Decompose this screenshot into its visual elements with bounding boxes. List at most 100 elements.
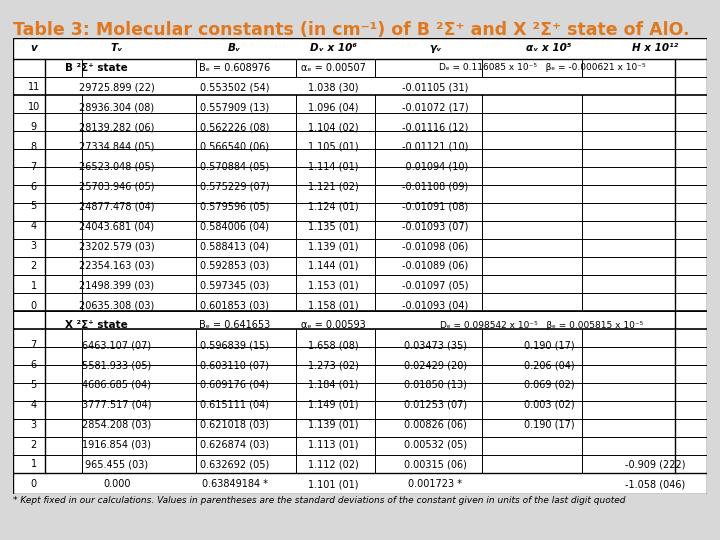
Text: 11: 11 xyxy=(27,83,40,92)
Text: 1.114 (01): 1.114 (01) xyxy=(307,162,359,172)
Text: 1.105 (01): 1.105 (01) xyxy=(307,142,359,152)
Text: -0.01091 (08): -0.01091 (08) xyxy=(402,201,469,212)
Text: 20635.308 (03): 20635.308 (03) xyxy=(79,301,155,310)
Text: αₑ = 0.00507: αₑ = 0.00507 xyxy=(300,63,366,72)
Text: 1: 1 xyxy=(30,281,37,291)
Text: Bᵥ: Bᵥ xyxy=(228,43,241,53)
Text: -0.01093 (04): -0.01093 (04) xyxy=(402,301,469,310)
Text: Table 3: Molecular constants (in cm⁻¹) of B ²Σ⁺ and X ²Σ⁺ state of AlO.: Table 3: Molecular constants (in cm⁻¹) o… xyxy=(13,21,690,38)
Text: 23202.579 (03): 23202.579 (03) xyxy=(79,241,155,251)
Text: 0.562226 (08): 0.562226 (08) xyxy=(200,122,269,132)
Text: Bₑ = 0.641653: Bₑ = 0.641653 xyxy=(199,320,270,330)
Text: 1.104 (02): 1.104 (02) xyxy=(307,122,359,132)
Text: H x 10¹²: H x 10¹² xyxy=(632,43,678,53)
Text: 0.601853 (03): 0.601853 (03) xyxy=(200,301,269,310)
Text: 0.592853 (03): 0.592853 (03) xyxy=(200,261,269,271)
Text: 1.139 (01): 1.139 (01) xyxy=(307,241,359,251)
Text: -0.909 (222): -0.909 (222) xyxy=(625,460,685,469)
Text: 2: 2 xyxy=(30,440,37,449)
Text: 5581.933 (05): 5581.933 (05) xyxy=(82,360,152,370)
Text: 0.615111 (04): 0.615111 (04) xyxy=(200,400,269,410)
Text: 4: 4 xyxy=(30,221,37,231)
Text: Tᵥ: Tᵥ xyxy=(111,43,123,53)
Text: 0.00826 (06): 0.00826 (06) xyxy=(404,420,467,430)
Text: 24877.478 (04): 24877.478 (04) xyxy=(79,201,155,212)
Text: 6: 6 xyxy=(30,360,37,370)
Text: X ²Σ⁺ state: X ²Σ⁺ state xyxy=(65,320,127,330)
Text: 1.113 (01): 1.113 (01) xyxy=(307,440,359,449)
Text: 7: 7 xyxy=(30,340,37,350)
Text: 3: 3 xyxy=(30,241,37,251)
Text: -0.01116 (12): -0.01116 (12) xyxy=(402,122,469,132)
Text: 25703.946 (05): 25703.946 (05) xyxy=(79,181,155,192)
Text: 21498.399 (03): 21498.399 (03) xyxy=(79,281,155,291)
Text: -1.058 (046): -1.058 (046) xyxy=(625,479,685,489)
Text: -0.01108 (09): -0.01108 (09) xyxy=(402,181,469,192)
Text: 0.03473 (35): 0.03473 (35) xyxy=(404,340,467,350)
Text: 0.632692 (05): 0.632692 (05) xyxy=(200,460,269,469)
Text: 1.139 (01): 1.139 (01) xyxy=(307,420,359,430)
Text: Bₑ = 0.608976: Bₑ = 0.608976 xyxy=(199,63,270,72)
Text: 1: 1 xyxy=(30,460,37,469)
Text: 28139.282 (06): 28139.282 (06) xyxy=(79,122,155,132)
Text: 2: 2 xyxy=(30,261,37,271)
Text: 0: 0 xyxy=(30,479,37,489)
Text: 4686.685 (04): 4686.685 (04) xyxy=(83,380,151,390)
Text: 0.566540 (06): 0.566540 (06) xyxy=(200,142,269,152)
Text: 10: 10 xyxy=(27,102,40,112)
Text: 0.553502 (54): 0.553502 (54) xyxy=(199,83,269,92)
Text: -0.01093 (07): -0.01093 (07) xyxy=(402,221,469,231)
Text: * Kept fixed in our calculations. Values in parentheses are the standard deviati: * Kept fixed in our calculations. Values… xyxy=(13,496,626,505)
Text: 3777.517 (04): 3777.517 (04) xyxy=(82,400,152,410)
Text: 0.02429 (20): 0.02429 (20) xyxy=(404,360,467,370)
Text: 1.135 (01): 1.135 (01) xyxy=(307,221,359,231)
Text: 9: 9 xyxy=(30,122,37,132)
Text: 7: 7 xyxy=(30,162,37,172)
Text: 0.190 (17): 0.190 (17) xyxy=(523,340,575,350)
Text: Dₑ = 0.098542 x 10⁻⁵   βₑ = 0.005815 x 10⁻⁵: Dₑ = 0.098542 x 10⁻⁵ βₑ = 0.005815 x 10⁻… xyxy=(440,321,644,330)
Text: -0.01089 (06): -0.01089 (06) xyxy=(402,261,469,271)
Text: 0.00532 (05): 0.00532 (05) xyxy=(404,440,467,449)
Text: 0.63849184 *: 0.63849184 * xyxy=(202,479,268,489)
Text: 27334.844 (05): 27334.844 (05) xyxy=(79,142,155,152)
Text: 26523.048 (05): 26523.048 (05) xyxy=(79,162,155,172)
Text: -0.01121 (10): -0.01121 (10) xyxy=(402,142,469,152)
Text: 28936.304 (08): 28936.304 (08) xyxy=(79,102,155,112)
Text: αᵥ x 10⁵: αᵥ x 10⁵ xyxy=(526,43,572,53)
Text: 0.190 (17): 0.190 (17) xyxy=(523,420,575,430)
Text: 0.621018 (03): 0.621018 (03) xyxy=(200,420,269,430)
Text: 29725.899 (22): 29725.899 (22) xyxy=(79,83,155,92)
Text: B ²Σ⁺ state: B ²Σ⁺ state xyxy=(65,63,127,72)
Text: v: v xyxy=(30,43,37,53)
Text: 0: 0 xyxy=(30,301,37,310)
Text: 0.584006 (04): 0.584006 (04) xyxy=(200,221,269,231)
Text: 0.01253 (07): 0.01253 (07) xyxy=(404,400,467,410)
Text: 1.101 (01): 1.101 (01) xyxy=(307,479,359,489)
Text: 1.112 (02): 1.112 (02) xyxy=(307,460,359,469)
Text: 0.003 (02): 0.003 (02) xyxy=(523,400,575,410)
Text: Dᵥ x 10⁶: Dᵥ x 10⁶ xyxy=(310,43,356,53)
Text: 24043.681 (04): 24043.681 (04) xyxy=(79,221,155,231)
Text: 1.038 (30): 1.038 (30) xyxy=(307,83,359,92)
Text: 3: 3 xyxy=(30,420,37,430)
Text: 0.597345 (03): 0.597345 (03) xyxy=(200,281,269,291)
Text: 0.00315 (06): 0.00315 (06) xyxy=(404,460,467,469)
Text: 0.069 (02): 0.069 (02) xyxy=(523,380,575,390)
Text: -0.01094 (10): -0.01094 (10) xyxy=(402,162,469,172)
Text: 1.273 (02): 1.273 (02) xyxy=(307,360,359,370)
Text: 1.096 (04): 1.096 (04) xyxy=(307,102,359,112)
Text: 1.144 (01): 1.144 (01) xyxy=(307,261,359,271)
Text: 0.575229 (07): 0.575229 (07) xyxy=(199,181,269,192)
Text: 2854.208 (03): 2854.208 (03) xyxy=(82,420,152,430)
Text: 1.658 (08): 1.658 (08) xyxy=(307,340,359,350)
Text: 1.124 (01): 1.124 (01) xyxy=(307,201,359,212)
Text: 0.596839 (15): 0.596839 (15) xyxy=(200,340,269,350)
Text: -0.01097 (05): -0.01097 (05) xyxy=(402,281,469,291)
Text: 0.01850 (13): 0.01850 (13) xyxy=(404,380,467,390)
Text: 5: 5 xyxy=(30,201,37,212)
Text: 965.455 (03): 965.455 (03) xyxy=(86,460,148,469)
Text: -0.01072 (17): -0.01072 (17) xyxy=(402,102,469,112)
Text: 22354.163 (03): 22354.163 (03) xyxy=(79,261,155,271)
Text: 0.603110 (07): 0.603110 (07) xyxy=(200,360,269,370)
Text: 1.184 (01): 1.184 (01) xyxy=(307,380,359,390)
